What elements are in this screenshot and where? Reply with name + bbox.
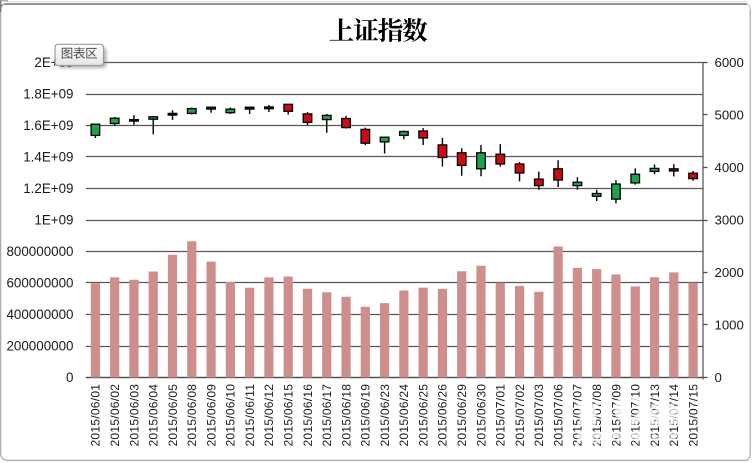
svg-text:0: 0 xyxy=(66,370,73,385)
svg-text:jingyan.baidu.com: jingyan.baidu.com xyxy=(576,429,685,445)
svg-text:2015/06/15: 2015/06/15 xyxy=(282,384,296,447)
svg-text:2015/06/17: 2015/06/17 xyxy=(320,384,334,447)
svg-text:1000: 1000 xyxy=(715,318,744,333)
svg-text:2015/06/03: 2015/06/03 xyxy=(127,384,141,447)
svg-text:1.4E+09: 1.4E+09 xyxy=(23,149,73,164)
svg-text:2015/06/26: 2015/06/26 xyxy=(436,384,450,447)
svg-text:2015/06/18: 2015/06/18 xyxy=(339,384,353,447)
svg-text:3000: 3000 xyxy=(715,213,744,228)
svg-text:2015/06/09: 2015/06/09 xyxy=(204,384,218,447)
svg-text:2015/06/25: 2015/06/25 xyxy=(416,384,430,447)
svg-text:2015/06/02: 2015/06/02 xyxy=(108,384,122,447)
svg-text:2015/06/05: 2015/06/05 xyxy=(166,384,180,447)
svg-text:2015/07/07: 2015/07/07 xyxy=(571,384,585,447)
svg-text:2015/07/06: 2015/07/06 xyxy=(551,384,565,447)
svg-text:4000: 4000 xyxy=(715,160,744,175)
svg-text:2015/06/16: 2015/06/16 xyxy=(301,384,315,447)
svg-text:800000000: 800000000 xyxy=(6,244,73,259)
svg-text:600000000: 600000000 xyxy=(6,275,73,290)
svg-text:1.6E+09: 1.6E+09 xyxy=(23,118,73,133)
svg-text:1E+09: 1E+09 xyxy=(34,212,73,227)
svg-text:2015/06/12: 2015/06/12 xyxy=(262,384,276,447)
svg-text:2015/06/29: 2015/06/29 xyxy=(455,384,469,447)
svg-text:5000: 5000 xyxy=(715,108,744,123)
svg-text:2015/07/03: 2015/07/03 xyxy=(532,384,546,447)
svg-text:2015/06/30: 2015/06/30 xyxy=(474,384,488,447)
svg-text:2015/06/11: 2015/06/11 xyxy=(243,384,257,447)
svg-text:2015/06/19: 2015/06/19 xyxy=(359,384,373,447)
svg-text:0: 0 xyxy=(715,370,722,385)
svg-text:2000: 2000 xyxy=(715,265,744,280)
svg-text:2015/07/15: 2015/07/15 xyxy=(686,384,700,447)
svg-text:6000: 6000 xyxy=(715,55,744,70)
svg-text:2015/07/08: 2015/07/08 xyxy=(590,384,604,447)
svg-text:200000000: 200000000 xyxy=(6,338,73,353)
svg-text:2015/06/01: 2015/06/01 xyxy=(89,384,103,447)
svg-text:2015/06/08: 2015/06/08 xyxy=(185,384,199,447)
svg-text:2015/07/01: 2015/07/01 xyxy=(494,384,508,447)
svg-text:2015/06/04: 2015/06/04 xyxy=(147,384,161,447)
svg-text:2015/06/10: 2015/06/10 xyxy=(224,384,238,447)
svg-text:2015/06/23: 2015/06/23 xyxy=(378,384,392,447)
svg-text:1.8E+09: 1.8E+09 xyxy=(23,86,73,101)
svg-text:2015/07/02: 2015/07/02 xyxy=(513,384,527,447)
svg-text:2015/06/24: 2015/06/24 xyxy=(397,384,411,447)
svg-text:1.2E+09: 1.2E+09 xyxy=(23,181,73,196)
svg-text:400000000: 400000000 xyxy=(6,307,73,322)
